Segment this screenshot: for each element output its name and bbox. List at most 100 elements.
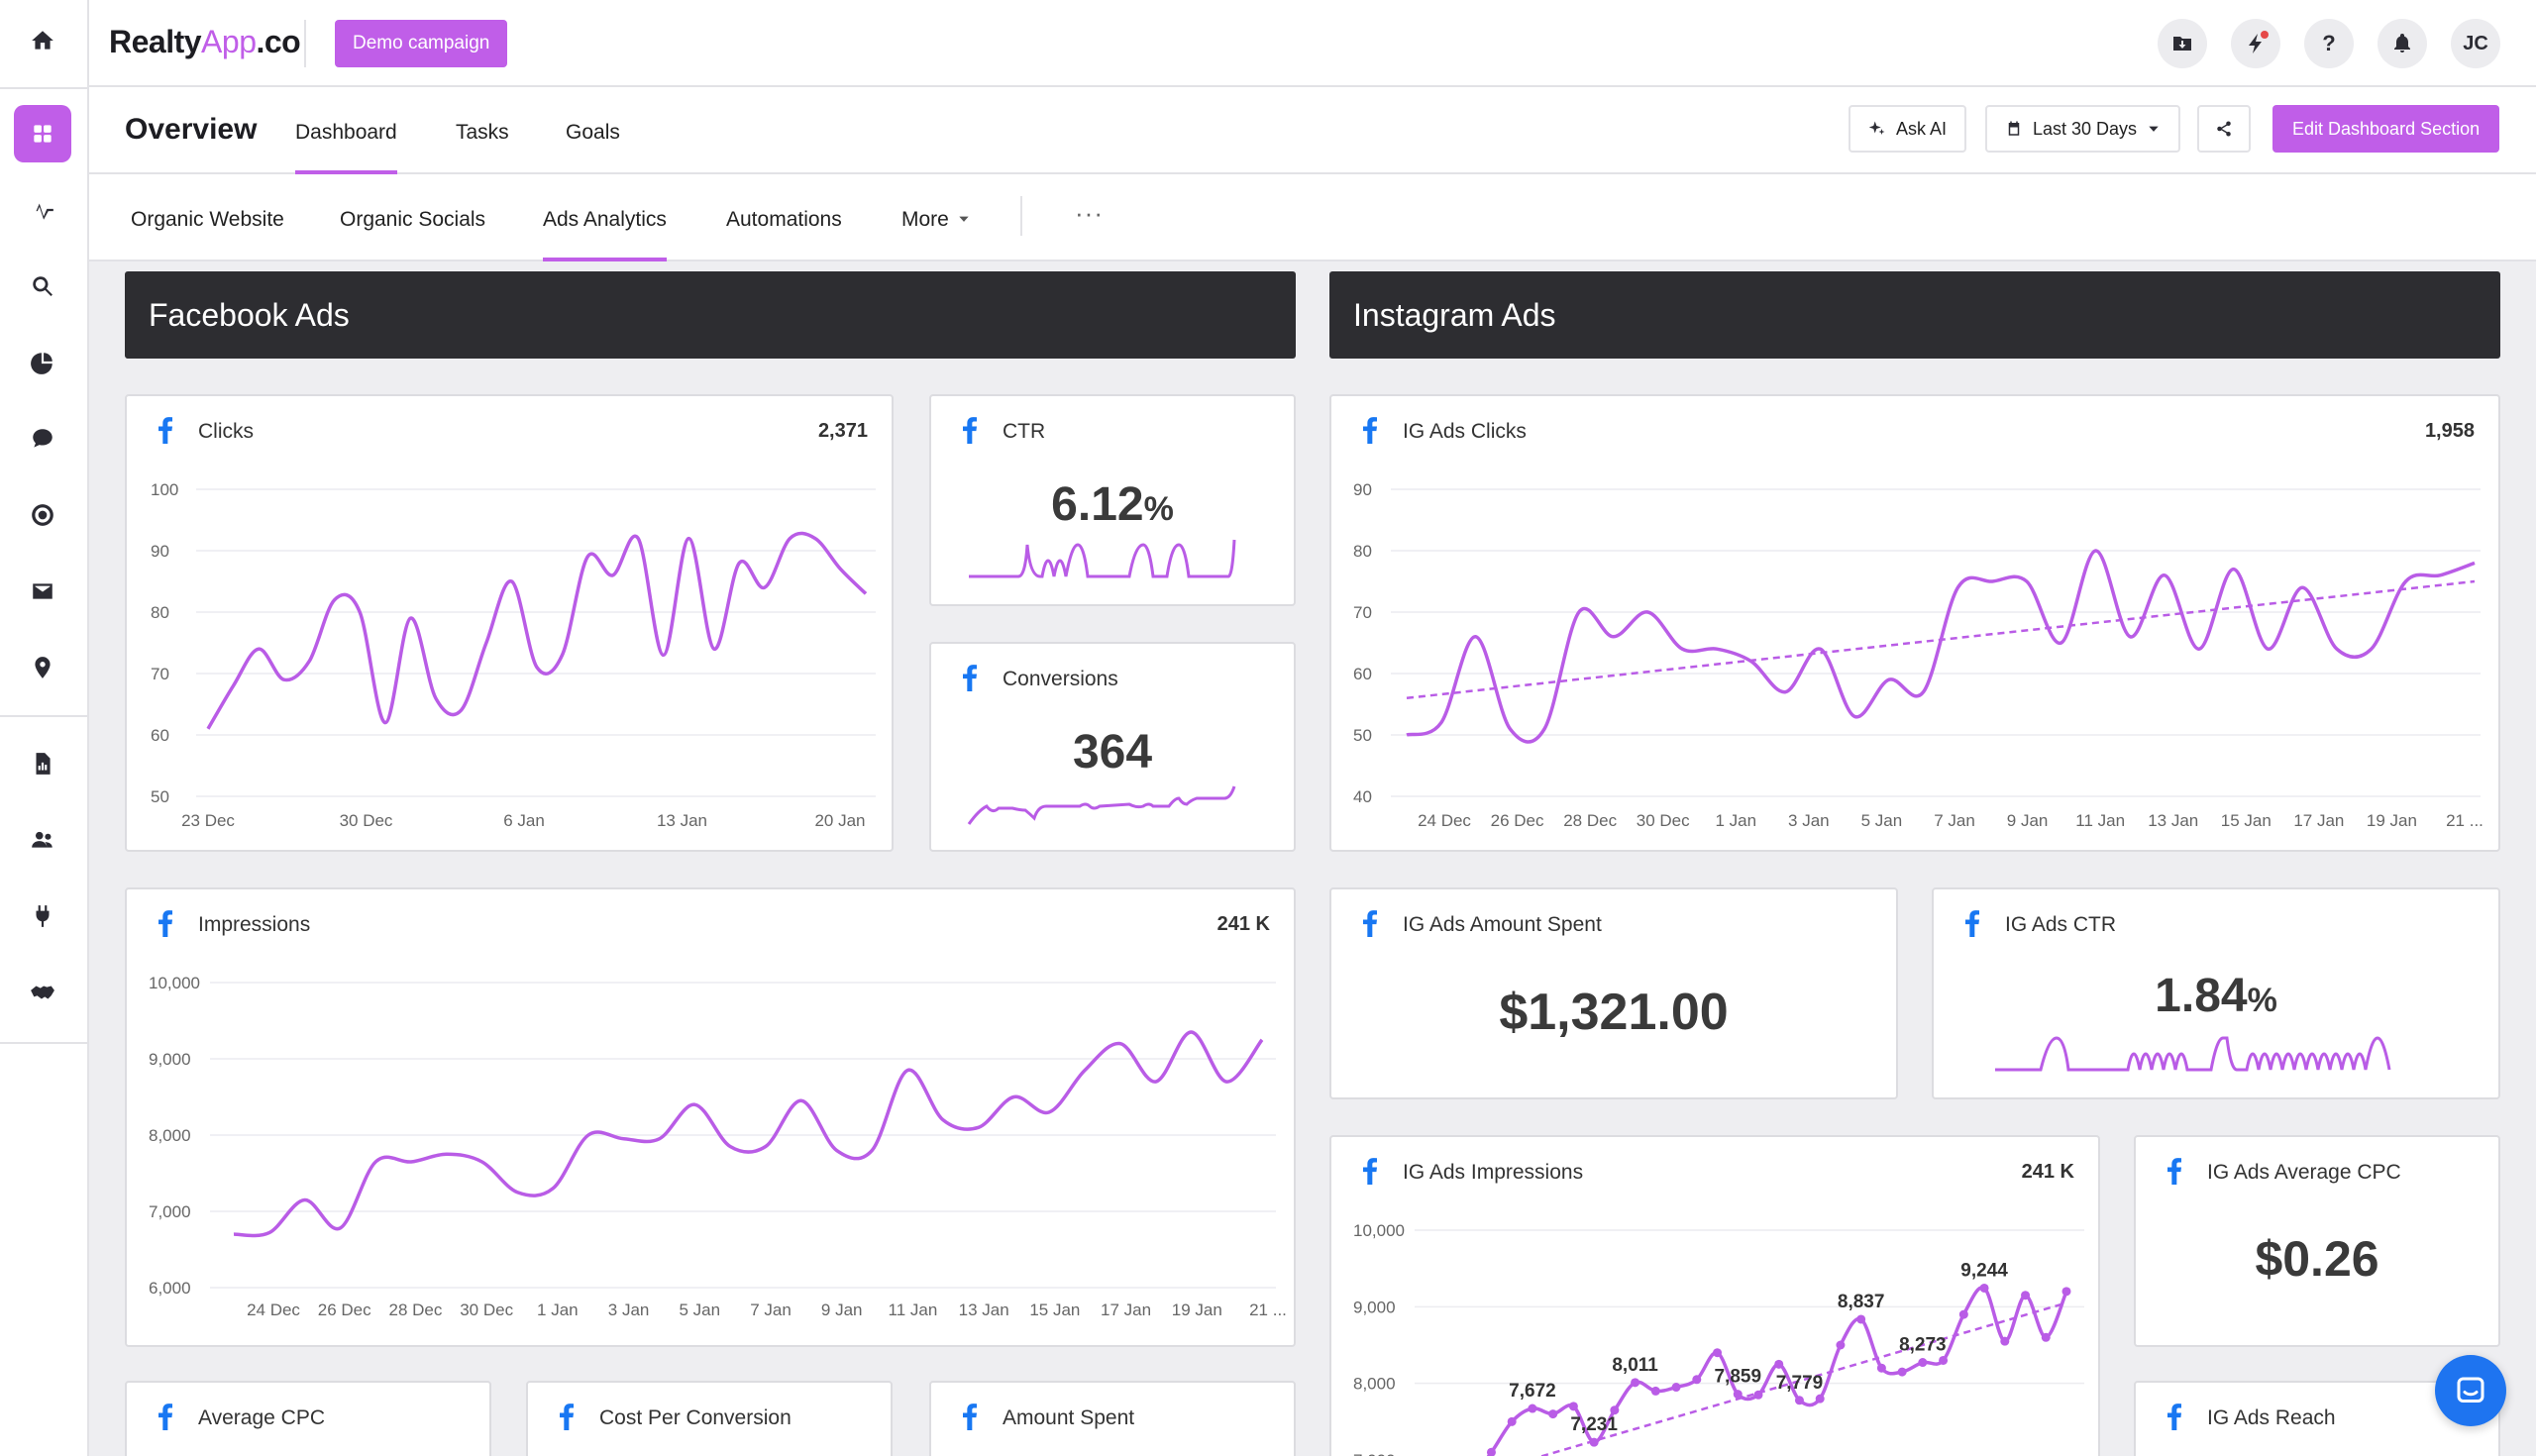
facebook-icon — [158, 1404, 172, 1430]
bell-icon[interactable] — [2378, 19, 2427, 68]
data-label: 7,672 — [1509, 1381, 1556, 1402]
card-title: IG Ads CTR — [2005, 913, 2117, 936]
conversions-card[interactable]: Conversions 364 — [929, 642, 1296, 852]
support-chat-button[interactable] — [2435, 1355, 2506, 1426]
y-tick-label: 9,000 — [1353, 1298, 1396, 1316]
data-point — [2021, 1291, 2031, 1300]
lightning-icon[interactable] — [2231, 19, 2280, 68]
data-point — [1631, 1378, 1640, 1388]
ig-ads-impressions-card[interactable]: IG Ads Impressions 241 K 10,000 9,000 8,00… — [1329, 1135, 2100, 1456]
y-tick-label: 60 — [1353, 665, 1372, 683]
mail-icon[interactable] — [14, 563, 71, 620]
chevron-down-icon — [959, 216, 969, 222]
ig-amount-spent-value: $1,321.00 — [1499, 984, 1729, 1041]
facebook-icon — [963, 417, 977, 444]
dashboard-grid-icon[interactable] — [14, 105, 71, 162]
chat-bubble-icon — [2457, 1377, 2484, 1403]
demo-campaign-button[interactable]: Demo campaign — [335, 20, 508, 67]
x-tick-label: 13 Jan — [959, 1300, 1009, 1319]
facebook-icon — [158, 910, 172, 937]
subtab-automations[interactable]: Automations — [726, 208, 842, 231]
data-point — [1918, 1358, 1928, 1368]
clicks-card[interactable]: Clicks 2,371 100 90 80 70 60 50 23 Dec 30 Dec 6 … — [125, 394, 894, 852]
help-icon[interactable]: ? — [2304, 19, 2354, 68]
x-tick-label: 15 Jan — [1029, 1300, 1080, 1319]
ctr-card[interactable]: CTR 6.12% — [929, 394, 1296, 606]
data-point — [2041, 1332, 2051, 1342]
ask-ai-button[interactable]: Ask AI — [1849, 105, 1967, 153]
data-point — [1733, 1390, 1743, 1400]
ig-ads-clicks-card[interactable]: IG Ads Clicks 1,958 90 80 70 60 50 40 24 Dec 26… — [1329, 394, 2500, 852]
subtab-more[interactable]: More — [901, 208, 971, 261]
overflow-menu-icon[interactable]: ··· — [1075, 198, 1104, 228]
tab-tasks[interactable]: Tasks — [456, 121, 509, 144]
card-title: Average CPC — [198, 1406, 326, 1429]
y-tick-label: 8,000 — [149, 1126, 191, 1145]
y-tick-label: 50 — [1353, 726, 1372, 745]
data-point — [1753, 1390, 1763, 1400]
subtab-organic-socials[interactable]: Organic Socials — [340, 208, 486, 231]
impressions-card[interactable]: Impressions 241 K 10,000 9,000 8,000 7,000 6… — [125, 887, 1296, 1347]
app-logo[interactable]: RealtyApp.co — [109, 24, 301, 59]
location-pin-icon[interactable] — [14, 639, 71, 696]
data-label: 7,779 — [1776, 1373, 1824, 1394]
tab-dashboard[interactable]: Dashboard — [295, 121, 397, 174]
report-file-icon[interactable] — [14, 735, 71, 792]
cost-per-conversion-card[interactable]: Cost Per Conversion — [526, 1381, 893, 1456]
facebook-icon — [963, 1404, 977, 1430]
calendar-icon — [2008, 121, 2020, 136]
tab-goals[interactable]: Goals — [566, 121, 620, 144]
y-tick-label: 10,000 — [1353, 1221, 1405, 1240]
activity-icon[interactable] — [14, 181, 71, 239]
home-icon[interactable] — [14, 12, 71, 69]
x-tick-label: 30 Dec — [460, 1300, 513, 1319]
x-tick-label: 1 Jan — [1715, 811, 1756, 830]
x-tick-label: 26 Dec — [318, 1300, 371, 1319]
notification-dot — [2261, 31, 2269, 39]
sub-tabs: Organic Website Organic Socials Ads Anal… — [89, 174, 2536, 261]
y-tick-label: 50 — [151, 787, 169, 806]
card-title: Clicks — [198, 420, 254, 443]
ig-ads-average-cpc-card[interactable]: IG Ads Average CPC $0.26 — [2134, 1135, 2500, 1347]
sidebar-divider — [0, 715, 89, 717]
share-button[interactable] — [2197, 105, 2251, 153]
x-tick-label: 11 Jan — [2075, 811, 2125, 830]
x-tick-label: 7 Jan — [750, 1300, 792, 1319]
x-tick-label: 17 Jan — [1101, 1300, 1151, 1319]
x-tick-label: 30 Dec — [340, 811, 393, 830]
card-total: 2,371 — [817, 420, 868, 442]
ig-ads-ctr-card[interactable]: IG Ads CTR 1.84% — [1932, 887, 2500, 1099]
date-range-label: Last 30 Days — [2033, 118, 2138, 139]
clicks-line-chart: 100 90 80 70 60 50 23 Dec 30 Dec 6 Jan 13 Jan 20 J… — [151, 480, 876, 830]
search-icon[interactable] — [14, 258, 71, 315]
x-tick-label: 9 Jan — [2007, 811, 2049, 830]
data-point — [1589, 1437, 1599, 1447]
y-tick-label: 10,000 — [149, 974, 200, 992]
x-tick-label: 9 Jan — [821, 1300, 863, 1319]
data-point — [1856, 1314, 1866, 1324]
x-tick-label: 28 Dec — [1563, 811, 1617, 830]
x-tick-label: 28 Dec — [388, 1300, 442, 1319]
subtab-organic-website[interactable]: Organic Website — [131, 208, 284, 231]
facebook-ads-section-title: Facebook Ads — [125, 271, 1296, 359]
y-tick-label: 80 — [151, 603, 169, 622]
subtab-ads-analytics[interactable]: Ads Analytics — [543, 208, 667, 261]
ig-ads-amount-spent-card[interactable]: IG Ads Amount Spent $1,321.00 — [1329, 887, 1898, 1099]
target-icon[interactable] — [14, 486, 71, 544]
facebook-icon — [2167, 1158, 2181, 1185]
data-point — [1876, 1363, 1886, 1373]
avatar[interactable]: JC — [2451, 19, 2500, 68]
handshake-icon[interactable] — [14, 964, 71, 1021]
users-icon[interactable] — [14, 811, 71, 869]
average-cpc-card[interactable]: Average CPC — [125, 1381, 491, 1456]
download-folder-icon[interactable] — [2158, 19, 2207, 68]
date-range-select[interactable]: Last 30 Days — [1985, 105, 2181, 153]
amount-spent-card[interactable]: Amount Spent — [929, 1381, 1296, 1456]
ig-ads-reach-card[interactable]: IG Ads Reach — [2134, 1381, 2500, 1456]
plug-icon[interactable] — [14, 887, 71, 945]
chat-icon[interactable] — [14, 410, 71, 468]
data-point — [2061, 1287, 2071, 1297]
data-point — [1713, 1348, 1723, 1358]
pie-chart-icon[interactable] — [14, 334, 71, 391]
edit-dashboard-section-button[interactable]: Edit Dashboard Section — [2272, 105, 2500, 153]
